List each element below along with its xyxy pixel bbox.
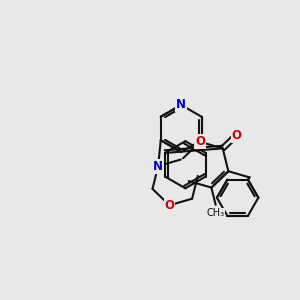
Text: O: O xyxy=(164,199,175,212)
Text: N: N xyxy=(176,98,186,111)
Text: N: N xyxy=(153,160,163,172)
Text: O: O xyxy=(195,135,205,148)
Text: CH₃: CH₃ xyxy=(207,208,225,218)
Text: O: O xyxy=(232,129,242,142)
